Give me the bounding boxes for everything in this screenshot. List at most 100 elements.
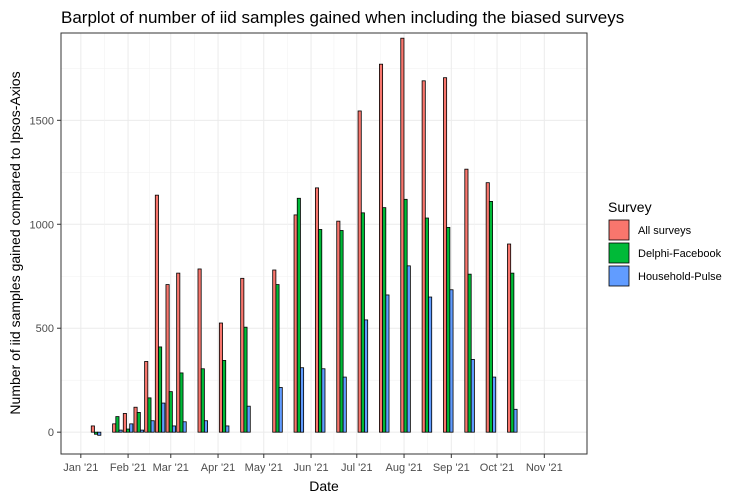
bar-all-surveys xyxy=(507,243,512,433)
bar-all-surveys xyxy=(485,182,490,433)
bar-delphi-facebook xyxy=(275,284,280,433)
x-axis-title: Date xyxy=(309,478,339,494)
bar-delphi-facebook xyxy=(446,226,451,433)
bar-delphi-facebook xyxy=(318,229,323,433)
bar-all-surveys xyxy=(122,413,127,433)
bar-household-pulse xyxy=(161,402,166,433)
plot-border xyxy=(60,32,588,455)
bar-delphi-facebook xyxy=(126,428,131,433)
bar-delphi-facebook xyxy=(296,197,301,433)
y-axis: 0 500 1000 1500 xyxy=(30,115,61,439)
bar-household-pulse xyxy=(428,296,433,433)
bar-all-surveys xyxy=(165,284,170,433)
bar-all-surveys xyxy=(379,63,384,433)
x-tick-label: May '21 xyxy=(245,462,283,474)
bar-delphi-facebook xyxy=(360,212,365,433)
legend-key-delphi-facebook xyxy=(608,242,630,264)
bar-household-pulse xyxy=(385,294,390,433)
bar-all-surveys xyxy=(314,187,319,433)
bar-delphi-facebook xyxy=(424,217,429,433)
bar-all-surveys xyxy=(90,425,95,433)
bar-delphi-facebook xyxy=(243,326,248,433)
bar-household-pulse xyxy=(182,421,187,433)
bar-all-surveys xyxy=(240,277,245,433)
x-tick-label: Oct '21 xyxy=(480,462,515,474)
bar-delphi-facebook xyxy=(222,360,227,433)
bar-all-surveys xyxy=(421,80,426,433)
bar-all-surveys xyxy=(154,194,159,433)
legend-label: All surveys xyxy=(638,225,692,237)
bar-household-pulse xyxy=(246,405,251,433)
bar-delphi-facebook xyxy=(200,368,205,433)
bar-all-surveys xyxy=(443,77,448,433)
legend-label: Delphi-Facebook xyxy=(638,248,722,260)
x-tick-label: Mar '21 xyxy=(153,462,189,474)
bar-delphi-facebook xyxy=(339,230,344,433)
y-tick-label: 0 xyxy=(48,427,54,439)
chart-title: Barplot of number of iid samples gained … xyxy=(61,8,624,27)
bar-delphi-facebook xyxy=(382,207,387,433)
bar-household-pulse xyxy=(118,429,123,433)
bar-all-surveys xyxy=(272,269,277,433)
bar-all-surveys xyxy=(133,406,138,433)
legend-key-household-pulse xyxy=(608,265,630,287)
bar-all-surveys xyxy=(144,361,149,433)
bar-household-pulse xyxy=(342,376,347,433)
bars xyxy=(90,37,518,436)
bar-household-pulse xyxy=(492,376,497,433)
bar-household-pulse xyxy=(364,319,369,433)
bar-all-surveys xyxy=(218,322,223,433)
bar-delphi-facebook xyxy=(94,431,99,435)
x-tick-label: Sep '21 xyxy=(433,462,470,474)
bar-all-surveys xyxy=(293,214,298,433)
bar-all-surveys xyxy=(176,272,181,433)
bar-household-pulse xyxy=(150,420,155,433)
x-tick-label: Aug '21 xyxy=(386,462,423,474)
y-tick-label: 1500 xyxy=(30,115,54,127)
legend-label: Household-Pulse xyxy=(638,271,722,283)
x-tick-label: Jan '21 xyxy=(63,462,98,474)
bar-household-pulse xyxy=(97,431,102,436)
bar-household-pulse xyxy=(129,423,134,433)
x-tick-label: Jul '21 xyxy=(341,462,372,474)
bar-household-pulse xyxy=(278,387,283,433)
y-tick-label: 1000 xyxy=(30,219,54,231)
x-tick-label: Apr '21 xyxy=(201,462,236,474)
bar-household-pulse xyxy=(470,359,475,433)
bar-household-pulse xyxy=(406,265,411,433)
bar-all-surveys xyxy=(464,168,469,433)
bar-delphi-facebook xyxy=(488,200,493,433)
legend-key-all-surveys xyxy=(608,219,630,241)
bar-household-pulse xyxy=(300,367,305,433)
bar-delphi-facebook xyxy=(147,397,152,433)
bar-household-pulse xyxy=(449,289,454,433)
y-axis-title: Number of iid samples gained compared to… xyxy=(7,71,23,414)
y-tick-label: 500 xyxy=(36,323,54,335)
bar-delphi-facebook xyxy=(179,372,184,433)
bar-delphi-facebook xyxy=(510,272,515,433)
bar-delphi-facebook xyxy=(158,346,163,433)
bar-household-pulse xyxy=(225,425,230,433)
bar-all-surveys xyxy=(197,268,202,433)
x-tick-label: Nov '21 xyxy=(526,462,563,474)
bar-household-pulse xyxy=(171,425,176,433)
bar-household-pulse xyxy=(139,429,144,433)
x-axis: Jan '21 Feb '21 Mar '21 Apr '21 May '21 Jun '… xyxy=(63,454,563,474)
legend: Survey All surveys Delphi-Facebook Househo… xyxy=(608,199,722,287)
bar-all-surveys xyxy=(336,220,341,433)
bar-delphi-facebook xyxy=(115,416,120,433)
gridlines xyxy=(61,33,587,454)
bar-household-pulse xyxy=(513,408,518,433)
bar-delphi-facebook xyxy=(136,412,141,433)
x-tick-label: Jun '21 xyxy=(293,462,328,474)
bar-delphi-facebook xyxy=(168,391,173,433)
bar-all-surveys xyxy=(112,423,117,433)
x-tick-label: Feb '21 xyxy=(110,462,146,474)
bar-delphi-facebook xyxy=(403,198,408,433)
legend-title: Survey xyxy=(608,199,652,215)
bar-household-pulse xyxy=(321,368,326,433)
bar-all-surveys xyxy=(357,110,362,433)
bar-delphi-facebook xyxy=(467,273,472,433)
bar-all-surveys xyxy=(400,37,405,433)
